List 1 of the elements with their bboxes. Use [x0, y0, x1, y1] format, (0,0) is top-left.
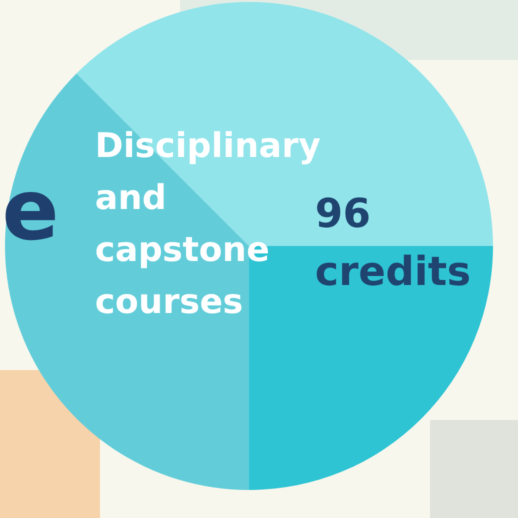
text: e	[2, 160, 59, 260]
